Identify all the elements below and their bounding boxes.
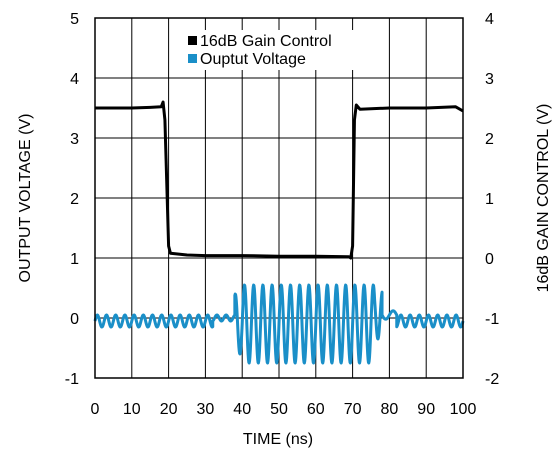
y-right-tick-label: 1 (485, 191, 494, 208)
plot-frame (94, 17, 464, 379)
y-right-tick-label: 4 (485, 11, 494, 28)
x-tick-label: 30 (197, 401, 215, 418)
y-right-tick-label: 3 (485, 71, 494, 88)
legend-swatch-gain-control (188, 36, 197, 45)
legend: 16dB Gain Control Ouptut Voltage (180, 30, 380, 70)
legend-label-output-voltage: Ouptut Voltage (200, 51, 306, 68)
y-left-tick-label: 4 (70, 71, 79, 88)
y-right-tick-label: -1 (485, 311, 499, 328)
x-tick-label: 50 (270, 401, 288, 418)
x-tick-label: 60 (307, 401, 325, 418)
x-tick-label: 100 (450, 401, 477, 418)
x-tick-label: 80 (381, 401, 399, 418)
tick-labels: 0 10 20 30 40 50 60 70 80 90 100 -1 0 1 2 3 4 5 -2 -1 0 1 2 3 4 (65, 11, 500, 418)
y-right-tick-label: 0 (485, 251, 494, 268)
y-left-tick-label: 2 (70, 191, 79, 208)
x-tick-label: 0 (91, 401, 100, 418)
y-left-tick-label: 5 (70, 11, 79, 28)
legend-label-gain-control: 16dB Gain Control (200, 33, 332, 50)
y-left-tick-label: -1 (65, 371, 79, 388)
y-left-tick-label: 0 (70, 311, 79, 328)
y-right-tick-label: -2 (485, 371, 499, 388)
y-left-tick-label: 1 (70, 251, 79, 268)
series-layer (93, 100, 465, 365)
y-axis-left-title: OUTPUT VOLTAGE (V) (17, 114, 34, 283)
x-tick-label: 40 (233, 401, 251, 418)
y-right-tick-label: 2 (485, 131, 494, 148)
x-tick-label: 20 (160, 401, 178, 418)
series-line-gain-control (95, 100, 464, 260)
x-axis-title: TIME (ns) (243, 431, 313, 448)
series-line-output-voltage (93, 283, 465, 365)
x-tick-label: 10 (123, 401, 141, 418)
legend-background (180, 30, 380, 70)
y-axis-right-title: 16dB GAIN CONTROL (V) (535, 104, 552, 293)
legend-swatch-output-voltage (188, 54, 197, 63)
y-left-tick-label: 3 (70, 131, 79, 148)
x-tick-label: 90 (417, 401, 435, 418)
x-tick-label: 70 (344, 401, 362, 418)
